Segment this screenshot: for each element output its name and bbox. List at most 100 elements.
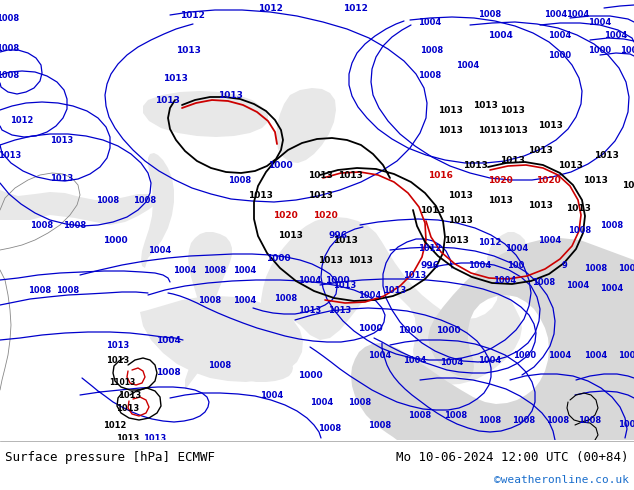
Text: 1020: 1020 bbox=[488, 175, 512, 185]
Text: 1008: 1008 bbox=[56, 286, 79, 294]
Text: 1000: 1000 bbox=[621, 46, 634, 54]
Text: 1013: 1013 bbox=[621, 180, 634, 190]
Text: 1008: 1008 bbox=[547, 416, 569, 424]
Text: 1013: 1013 bbox=[299, 305, 321, 315]
Text: 1004: 1004 bbox=[538, 236, 562, 245]
Text: 1013: 1013 bbox=[420, 205, 444, 215]
Text: 1008: 1008 bbox=[585, 264, 607, 272]
Text: 11013: 11013 bbox=[109, 377, 135, 387]
Text: 1000: 1000 bbox=[266, 253, 290, 263]
Text: 1013: 1013 bbox=[437, 125, 462, 134]
Text: 1008: 1008 bbox=[318, 423, 342, 433]
Text: 1013: 1013 bbox=[318, 255, 342, 265]
Polygon shape bbox=[185, 217, 526, 440]
Text: 1004: 1004 bbox=[418, 18, 442, 26]
Text: 1013: 1013 bbox=[278, 230, 302, 240]
Text: 1013: 1013 bbox=[403, 270, 427, 279]
Text: 1008: 1008 bbox=[0, 44, 20, 52]
Text: 1008: 1008 bbox=[0, 71, 20, 79]
Text: 1008: 1008 bbox=[0, 14, 20, 23]
Text: 1013: 1013 bbox=[477, 125, 502, 134]
Text: 1008: 1008 bbox=[63, 220, 87, 229]
Text: 1008: 1008 bbox=[209, 361, 231, 369]
Text: 1004: 1004 bbox=[488, 30, 512, 40]
Text: 1012: 1012 bbox=[342, 3, 368, 13]
Text: 100: 100 bbox=[507, 261, 525, 270]
Text: 1013: 1013 bbox=[117, 403, 139, 413]
Text: 1008: 1008 bbox=[30, 220, 53, 229]
Text: 1004: 1004 bbox=[261, 391, 283, 399]
Text: 1013: 1013 bbox=[566, 203, 590, 213]
Text: 1008: 1008 bbox=[275, 294, 297, 302]
Text: 1013: 1013 bbox=[472, 100, 498, 109]
Text: 1008: 1008 bbox=[133, 196, 157, 204]
Polygon shape bbox=[140, 296, 303, 382]
Text: 1004: 1004 bbox=[233, 266, 257, 274]
Text: 1004: 1004 bbox=[548, 30, 572, 40]
Text: 1008: 1008 bbox=[198, 295, 221, 304]
Text: 1008: 1008 bbox=[349, 397, 372, 407]
Text: 1013: 1013 bbox=[448, 216, 472, 224]
Text: 1004: 1004 bbox=[493, 275, 517, 285]
Text: 1016: 1016 bbox=[427, 171, 453, 179]
Text: 1020: 1020 bbox=[273, 211, 297, 220]
Text: 1013: 1013 bbox=[0, 150, 22, 160]
Text: Mo 10-06-2024 12:00 UTC (00+84): Mo 10-06-2024 12:00 UTC (00+84) bbox=[396, 450, 629, 464]
Text: 1004: 1004 bbox=[441, 358, 463, 367]
Text: 1012: 1012 bbox=[103, 420, 127, 430]
Text: 1013: 1013 bbox=[107, 341, 129, 349]
Text: 1004: 1004 bbox=[469, 261, 491, 270]
Text: 1008: 1008 bbox=[29, 286, 51, 294]
Text: 1004: 1004 bbox=[505, 244, 529, 252]
Text: 1008: 1008 bbox=[420, 46, 444, 54]
Text: 1004: 1004 bbox=[233, 295, 257, 304]
Text: 1013: 1013 bbox=[119, 391, 141, 399]
Text: 996: 996 bbox=[328, 230, 347, 240]
Text: 1004: 1004 bbox=[456, 60, 480, 70]
Text: 1013: 1013 bbox=[307, 191, 332, 199]
Text: 1013: 1013 bbox=[143, 434, 167, 442]
Polygon shape bbox=[272, 253, 335, 309]
Text: 1008: 1008 bbox=[444, 411, 467, 419]
Text: 1004: 1004 bbox=[148, 245, 172, 254]
Text: 1004: 1004 bbox=[566, 9, 590, 19]
Text: 1013: 1013 bbox=[384, 286, 406, 294]
Polygon shape bbox=[276, 88, 336, 163]
Text: 1013: 1013 bbox=[347, 255, 372, 265]
Text: 1004: 1004 bbox=[585, 350, 607, 360]
Text: 1008: 1008 bbox=[368, 420, 392, 430]
Text: 1000: 1000 bbox=[298, 370, 322, 379]
Text: 1013: 1013 bbox=[463, 161, 488, 170]
Text: 1000: 1000 bbox=[588, 46, 612, 54]
Text: 1013: 1013 bbox=[155, 96, 179, 104]
Text: 1004: 1004 bbox=[604, 30, 628, 40]
Text: 1012: 1012 bbox=[10, 116, 34, 124]
Text: 1013: 1013 bbox=[307, 171, 332, 179]
Text: 1008: 1008 bbox=[479, 416, 501, 424]
Text: 1008: 1008 bbox=[578, 416, 602, 424]
Text: 1004: 1004 bbox=[566, 280, 590, 290]
Text: Surface pressure [hPa] ECMWF: Surface pressure [hPa] ECMWF bbox=[5, 450, 215, 464]
Text: 1020: 1020 bbox=[313, 211, 337, 220]
Text: 1000: 1000 bbox=[325, 275, 349, 285]
Text: 1013: 1013 bbox=[50, 136, 74, 145]
Text: 996: 996 bbox=[420, 261, 439, 270]
Text: 1013: 1013 bbox=[500, 155, 524, 165]
Text: 1008: 1008 bbox=[618, 419, 634, 428]
Text: 1013: 1013 bbox=[557, 161, 583, 170]
Text: 1013: 1013 bbox=[488, 196, 512, 204]
Polygon shape bbox=[470, 324, 634, 440]
Text: 1004: 1004 bbox=[618, 350, 634, 360]
Text: 1008: 1008 bbox=[228, 175, 252, 185]
Text: 1013: 1013 bbox=[107, 356, 129, 365]
Text: 1013: 1013 bbox=[117, 434, 139, 442]
Text: 9: 9 bbox=[561, 261, 567, 270]
Text: 1000: 1000 bbox=[514, 350, 536, 360]
Text: 1013: 1013 bbox=[583, 175, 607, 185]
Text: 1000: 1000 bbox=[103, 236, 127, 245]
Text: 1012: 1012 bbox=[179, 10, 204, 20]
Text: 1008: 1008 bbox=[479, 9, 501, 19]
Text: 1013: 1013 bbox=[337, 171, 363, 179]
Text: 1004: 1004 bbox=[548, 350, 572, 360]
Text: 1013: 1013 bbox=[500, 105, 524, 115]
